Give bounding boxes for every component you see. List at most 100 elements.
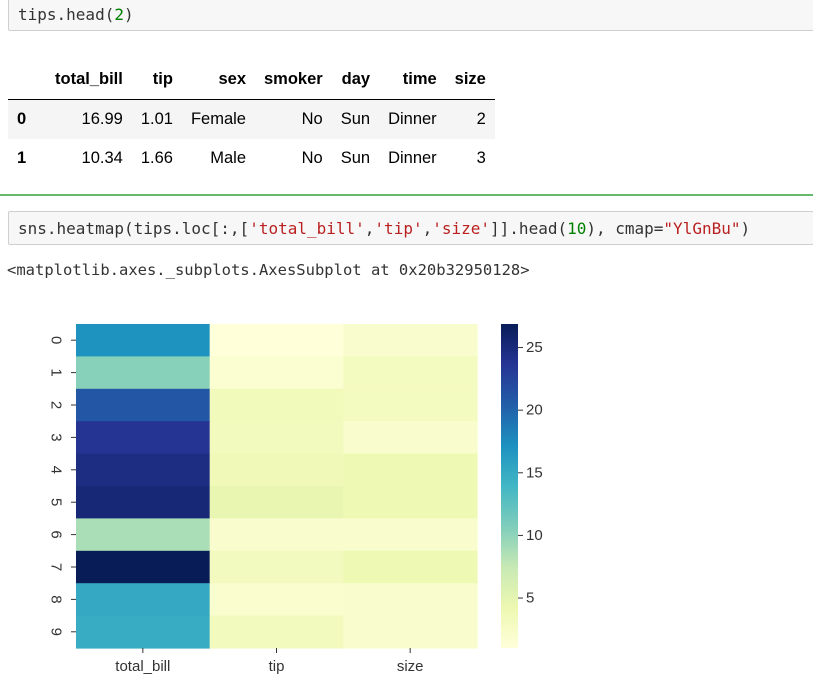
code-token: ,	[364, 218, 375, 238]
heatmap-figure: 0 1 2 3 4 5 6 7 8 9 total_bill tip size 5 10 15 20 25	[48, 324, 543, 675]
table-column-header: time	[379, 60, 446, 100]
selected-cell-indicator	[0, 194, 813, 196]
table-cell: No	[301, 149, 323, 167]
y-tick-label: 0	[48, 336, 65, 344]
y-tick-label: 9	[48, 628, 65, 636]
table-column-header: total_bill	[46, 60, 132, 100]
heatmap-cell	[209, 388, 344, 422]
table-cell: No	[301, 110, 323, 128]
heatmap-cell	[76, 453, 211, 487]
code-token: tips.head(	[18, 4, 115, 24]
table-cell: Sun	[340, 110, 371, 128]
heatmap-cell	[76, 421, 211, 455]
colorbar-tick-label: 5	[526, 590, 534, 607]
code-token: 2	[114, 4, 124, 24]
table-cell: 3	[476, 149, 486, 167]
heatmap-cell	[343, 453, 478, 487]
heatmap-cell	[343, 324, 478, 357]
code-cell-head[interactable]: tips.head(2)	[8, 0, 813, 31]
table-cell: 1.66	[140, 149, 173, 167]
code-token: 'tip'	[374, 218, 423, 238]
table-column-header	[8, 60, 46, 100]
code-token: ,	[422, 218, 433, 238]
code-token: )	[740, 218, 751, 238]
heatmap-cell	[76, 518, 211, 552]
y-tick-label: 1	[48, 368, 65, 376]
x-tick-label: size	[397, 658, 424, 675]
table-cell: Male	[210, 149, 246, 167]
x-tick-label: tip	[269, 658, 285, 675]
heatmap-cell	[209, 453, 344, 487]
table-cell: 2	[476, 110, 486, 128]
code-token: ]].head(	[490, 218, 568, 238]
heatmap-cell	[343, 583, 478, 617]
table-column-header: tip	[131, 60, 182, 100]
heatmap-cell	[76, 486, 211, 519]
heatmap-cell	[343, 518, 478, 552]
heatmap-cell	[209, 518, 344, 552]
table-cell: Sun	[340, 149, 371, 167]
colorbar-tick-label: 20	[526, 402, 543, 419]
heatmap-cell	[209, 615, 344, 649]
heatmap-cell	[343, 615, 478, 649]
code-token: 'total_bill'	[249, 218, 365, 238]
table-cell: 16.99	[81, 110, 123, 128]
table-column-header: day	[331, 60, 380, 100]
code-text-head: tips.head(2)	[18, 5, 134, 24]
table-column-header: smoker	[255, 60, 332, 100]
code-token: sns.heatmap(tips.loc[:,[	[18, 218, 250, 238]
table-cell: Dinner	[388, 110, 437, 128]
code-token: )	[123, 4, 134, 24]
heatmap-cell	[209, 421, 344, 455]
colorbar-ticks: 5 10 15 20 25	[518, 339, 543, 607]
code-token: "YlGnBu"	[663, 218, 741, 238]
code-token: ), cmap=	[586, 218, 664, 238]
heatmap-cell	[209, 324, 344, 357]
colorbar-tick-label: 25	[526, 339, 543, 356]
table-cell: Dinner	[388, 149, 437, 167]
heatmap-cell	[209, 486, 344, 519]
heatmap-cell	[209, 583, 344, 617]
code-cell-heatmap[interactable]: sns.heatmap(tips.loc[:,['total_bill','ti…	[8, 211, 813, 245]
output-repr-text: <matplotlib.axes._subplots.AxesSubplot a…	[7, 261, 530, 279]
code-token: 10	[567, 218, 587, 238]
y-tick-label: 2	[48, 401, 65, 409]
dataframe-table: total_bill tip sex smoker day time size 0 16.99…	[8, 60, 495, 178]
heatmap-y-ticks: 0 1 2 3 4 5 6 7 8 9	[48, 336, 76, 636]
y-tick-label: 8	[48, 595, 65, 603]
heatmap-cell	[76, 615, 211, 649]
table-row: 0 16.99 1.01 Female No Sun Dinner 2	[8, 99, 495, 139]
table-header-row: total_bill tip sex smoker day time size	[8, 60, 495, 100]
x-tick-label: total_bill	[115, 658, 170, 675]
heatmap-cell	[343, 550, 478, 584]
table-cell: Female	[190, 110, 246, 128]
y-tick-label: 5	[48, 498, 65, 506]
y-tick-label: 3	[48, 433, 65, 441]
table-cell: 1.01	[140, 110, 173, 128]
heatmap-cell	[343, 356, 478, 390]
y-tick-label: 7	[48, 563, 65, 571]
table-column-header: sex	[181, 60, 255, 100]
row-index: 1	[17, 149, 27, 167]
row-index: 0	[17, 110, 27, 128]
heatmap-cells	[76, 324, 478, 649]
heatmap-cell	[209, 356, 344, 390]
heatmap-cell	[76, 583, 211, 617]
y-tick-label: 4	[48, 466, 65, 474]
heatmap-cell	[343, 486, 478, 519]
heatmap-cell	[76, 388, 211, 422]
heatmap-x-ticks: total_bill tip size	[115, 648, 424, 675]
table-cell: 10.34	[81, 149, 123, 167]
heatmap-cell	[343, 388, 478, 422]
heatmap-cell	[76, 324, 211, 357]
table-column-header: size	[445, 60, 495, 100]
table-row: 1 10.34 1.66 Male No Sun Dinner 3	[8, 139, 495, 178]
heatmap-cell	[76, 356, 211, 390]
colorbar-tick-label: 10	[526, 527, 543, 544]
colorbar-tick-label: 15	[526, 464, 543, 481]
heatmap-cell	[209, 550, 344, 584]
code-token: 'size'	[432, 218, 491, 238]
code-text-heatmap: sns.heatmap(tips.loc[:,['total_bill','ti…	[18, 219, 750, 238]
colorbar	[501, 324, 518, 648]
y-tick-label: 6	[48, 530, 65, 538]
